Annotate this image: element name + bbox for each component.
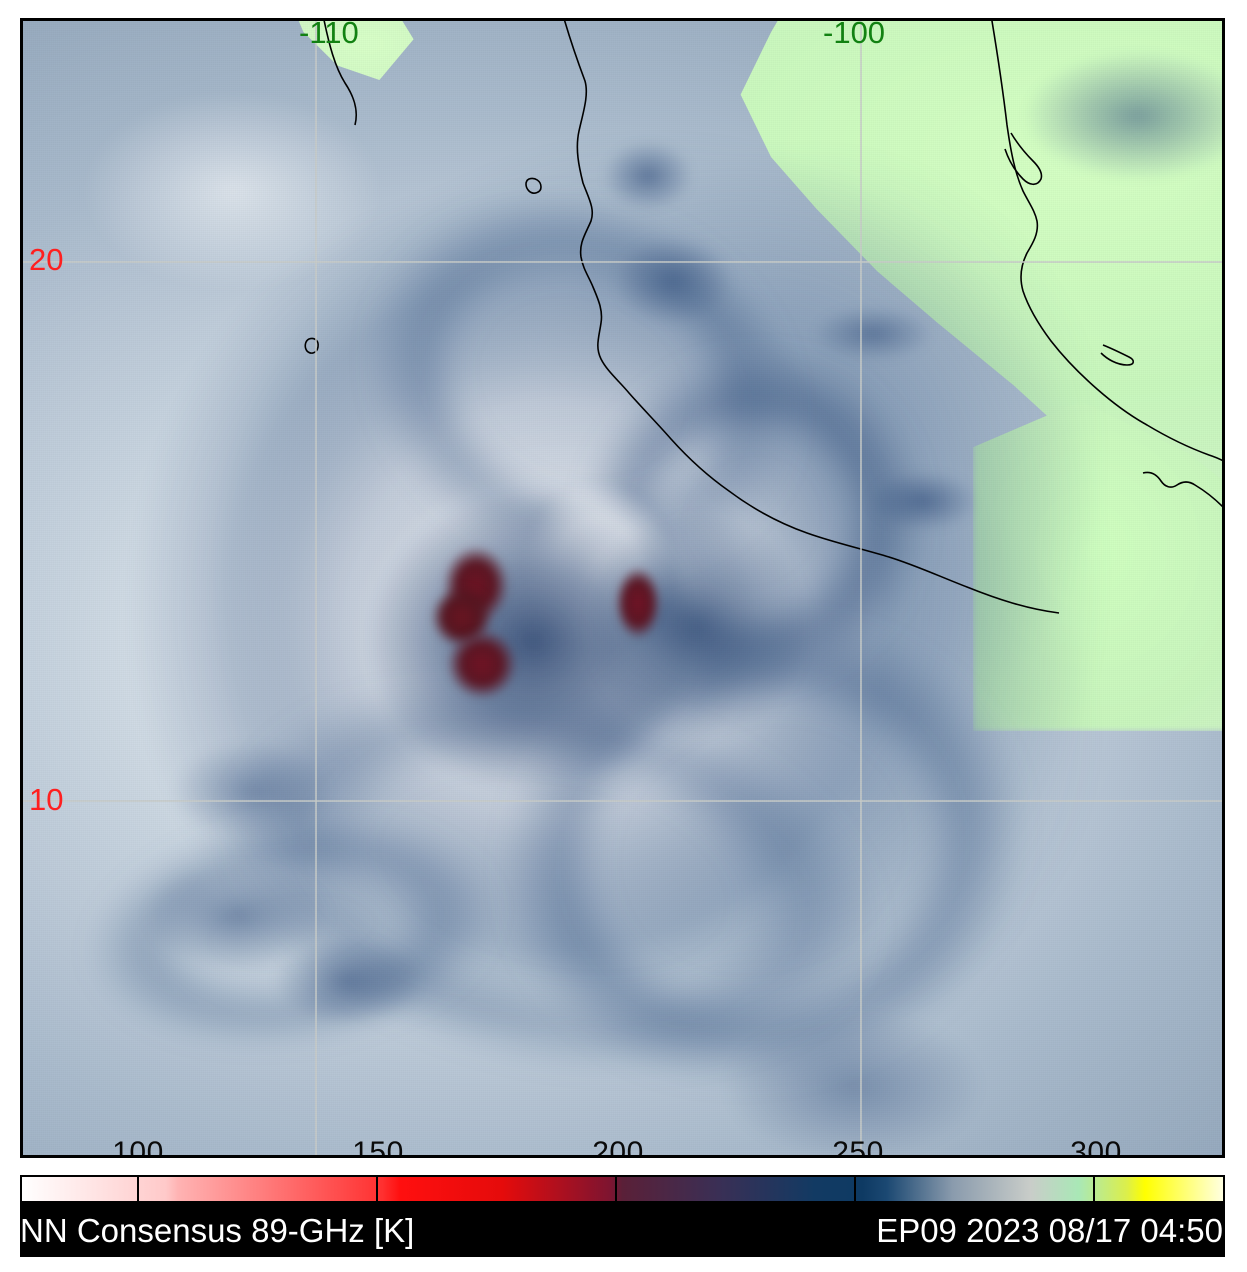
- colorbar-tick-300: [1093, 1177, 1096, 1201]
- coastline-lagoon-b: [1142, 471, 1222, 508]
- coastline-baja-east: [323, 21, 358, 126]
- convective-core-east: [615, 567, 661, 639]
- colorbar-tick-label-150: 150: [352, 1136, 404, 1156]
- sensor-noise-texture: [23, 21, 1222, 1155]
- colorbar-tick-100: [136, 1177, 139, 1201]
- lon-label-100: -100: [823, 21, 886, 50]
- lon-label-110: -110: [299, 21, 359, 50]
- cold-cell-south-center: [723, 1011, 983, 1155]
- colorbar-tick-label-250: 250: [832, 1136, 884, 1156]
- cold-cell-inland-west: [613, 236, 733, 326]
- colorbar-tick-150: [375, 1177, 378, 1201]
- cold-cell-northwest: [83, 91, 383, 291]
- coastline-gulf-inlet: [1004, 132, 1043, 186]
- lat-label-10: 10: [29, 782, 64, 817]
- cold-cell-northeast-corner: [1023, 51, 1222, 181]
- cold-cell-west-midlat: [173, 741, 333, 841]
- cold-cell-gulf: [868, 471, 978, 531]
- coastline-mainland-pacific: [563, 21, 1060, 614]
- colorbar-tick-label-100: 100: [112, 1136, 164, 1156]
- cold-cell-north-coast: [603, 141, 693, 211]
- product-label: NN Consensus 89-GHz [K]: [20, 1211, 415, 1249]
- colorbar-tick-200: [615, 1177, 618, 1201]
- coastline-island-tiny: [525, 177, 542, 194]
- colorbar-tick-label-200: 200: [592, 1136, 644, 1156]
- cold-cell-inland-east: [813, 306, 933, 361]
- storm-id-timestamp: EP09 2023 08/17 04:50: [876, 1211, 1223, 1249]
- graticule-overlay: [23, 21, 1222, 1155]
- cold-cell-southwest-b: [273, 936, 423, 1026]
- coastline-overlay: [304, 21, 1222, 614]
- coastline-gulf-of-california-west: [991, 21, 1222, 462]
- coastline-lagoon-a: [1100, 344, 1135, 366]
- convective-core-west-lower: [447, 629, 517, 699]
- satellite-image-panel: 20 10 -110 -100 100 150 200 250 300: [20, 18, 1225, 1158]
- colorbar-gradient: [22, 1177, 1223, 1201]
- colorbar-tick-250: [854, 1177, 857, 1201]
- lat-label-20: 20: [29, 242, 64, 277]
- colorbar-tick-label-300: 300: [1070, 1136, 1122, 1156]
- caption-bar: NN Consensus 89-GHz [K] EP09 2023 08/17 …: [20, 1203, 1225, 1257]
- colorbar: [20, 1175, 1225, 1203]
